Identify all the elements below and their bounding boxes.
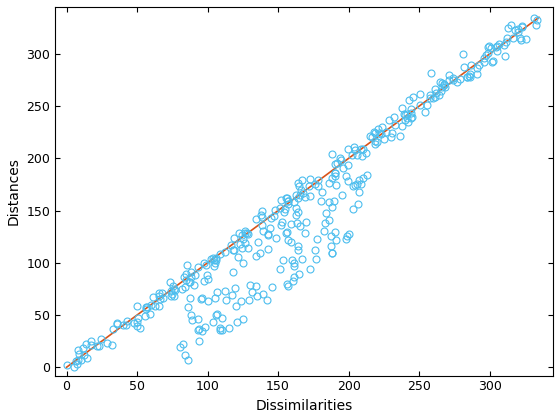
Y-axis label: Distances: Distances (7, 158, 21, 225)
X-axis label: Dissimilarities: Dissimilarities (255, 399, 353, 413)
